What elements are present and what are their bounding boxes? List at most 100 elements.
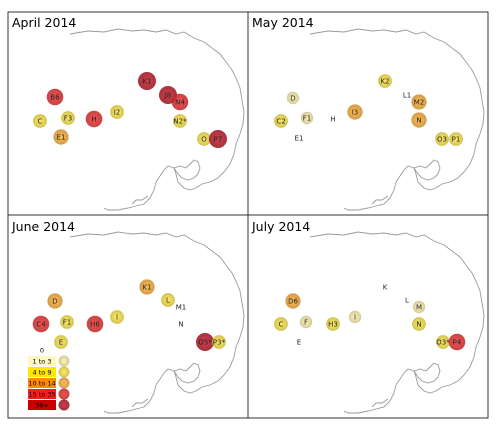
site-circle-shade (173, 114, 187, 128)
site-label: E1 (57, 133, 66, 141)
legend-label: 1 to 3 (33, 358, 52, 366)
site-label: L1 (403, 91, 411, 99)
site-marker: H3 (326, 317, 340, 331)
site-label: M (416, 303, 422, 311)
site-circle-shade (110, 310, 124, 324)
site-marker: I3 (347, 104, 363, 120)
site-marker: O3* (436, 335, 450, 349)
site-label: E1 (295, 134, 304, 142)
site-circle-shade (60, 315, 74, 329)
site-circle-shade (412, 317, 426, 331)
site-label: K (383, 283, 388, 291)
site-marker: C (33, 114, 47, 128)
site-label: C2 (276, 117, 285, 125)
site-marker: K1 (138, 72, 156, 90)
site-circle-shade (299, 315, 313, 329)
legend-entry: 10 to 14 (28, 377, 70, 389)
site-marker: D (286, 91, 300, 105)
site-circle-shade (53, 129, 69, 145)
panel-frame-april (7, 11, 249, 216)
site-marker: N4 (171, 93, 189, 111)
site-label: I (116, 313, 118, 321)
site-circle-shade (33, 114, 47, 128)
site-marker: M1 (176, 303, 187, 311)
site-marker: E (297, 338, 301, 346)
site-circle-shade (85, 110, 103, 128)
site-marker: F3 (61, 111, 75, 125)
site-marker: H (85, 110, 103, 128)
panel-frame-july (247, 214, 489, 419)
site-marker: M2 (411, 94, 427, 110)
site-circle-shade (47, 293, 63, 309)
site-circle-shade (61, 111, 75, 125)
site-marker: H6 (86, 315, 104, 333)
site-marker: P1 (449, 132, 463, 146)
site-marker: D6 (285, 293, 301, 309)
site-circle-shade (212, 335, 226, 349)
site-label: F (304, 318, 308, 326)
site-marker: P4 (448, 333, 466, 351)
legend-label: 10 to 14 (28, 380, 55, 388)
site-marker: L (161, 293, 175, 307)
site-label: N4 (175, 98, 185, 106)
site-label: C4 (36, 320, 46, 328)
site-circle-shade (285, 293, 301, 309)
site-label: P4 (453, 338, 462, 346)
panel-title-july: July 2014 (251, 219, 310, 234)
site-label: N (416, 116, 421, 124)
site-marker: C2 (274, 114, 288, 128)
site-marker: I (348, 310, 362, 324)
site-circle-shade (378, 74, 392, 88)
site-circle-shade (86, 315, 104, 333)
site-marker: O5* (196, 333, 214, 351)
site-marker: H (330, 115, 335, 123)
site-marker: O3 (435, 132, 449, 146)
site-circle-shade (411, 94, 427, 110)
site-circle-shade (54, 335, 68, 349)
site-marker: I2 (110, 105, 124, 119)
site-label: I (354, 313, 356, 321)
site-marker: M (412, 300, 426, 314)
site-label: P7 (214, 135, 223, 143)
site-circle-shade (436, 335, 450, 349)
site-label: N2* (173, 117, 187, 125)
site-label: F1 (303, 114, 311, 122)
legend-label: 0 (40, 347, 44, 355)
site-label: I2 (114, 108, 121, 116)
site-marker: D (47, 293, 63, 309)
site-marker: N (412, 317, 426, 331)
site-label: P1 (452, 135, 461, 143)
site-label: C (279, 320, 284, 328)
site-label: K2 (380, 77, 389, 85)
site-label: H6 (90, 320, 100, 328)
site-marker: L (405, 296, 409, 304)
legend-circle-shade (58, 366, 70, 378)
site-label: M2 (414, 98, 425, 106)
legend-swatch (28, 367, 56, 377)
site-marker: O (197, 132, 211, 146)
site-label: H3 (328, 320, 338, 328)
legend-label: 4 to 9 (33, 369, 52, 377)
site-marker: P3* (212, 335, 226, 349)
site-circle-shade (448, 333, 466, 351)
site-circle-shade (348, 310, 362, 324)
legend-circle-shade (58, 377, 70, 389)
legend-circle-shade (58, 399, 70, 411)
panel-title-may: May 2014 (252, 15, 314, 30)
site-marker: N2* (173, 114, 187, 128)
legend-entry: 36+ (28, 399, 70, 411)
site-circle-shade (209, 130, 227, 148)
site-marker: N (411, 112, 427, 128)
site-marker: F (299, 315, 313, 329)
site-label: F3 (64, 114, 72, 122)
site-label: N (416, 320, 421, 328)
legend-circle-shade (58, 388, 70, 400)
site-label: P3* (213, 338, 226, 346)
site-label: L (166, 296, 170, 304)
legend-entry: 0 (40, 347, 44, 355)
legend-swatch (28, 378, 56, 388)
site-circle-shade (411, 112, 427, 128)
site-circle-shade (300, 111, 314, 125)
